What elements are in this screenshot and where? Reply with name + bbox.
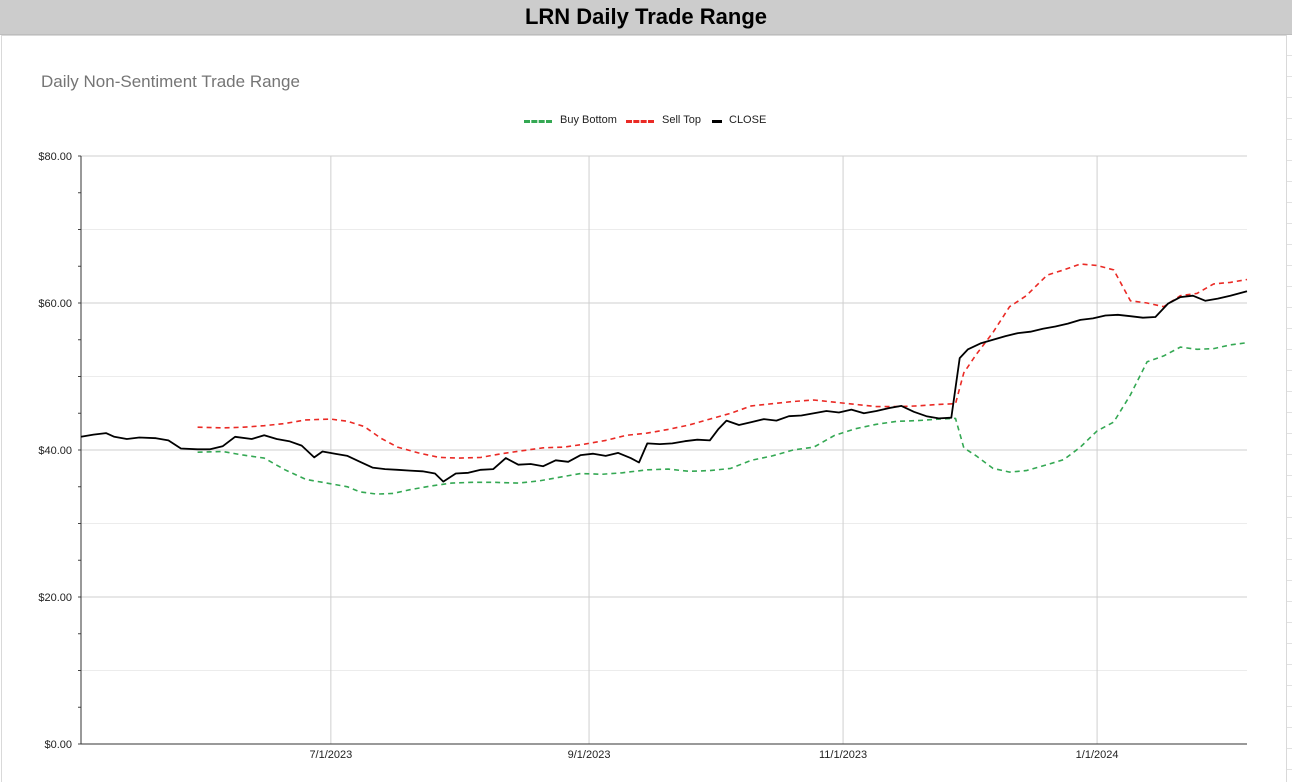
chart-frame[interactable] <box>1 35 1287 782</box>
x-tick-label: 11/1/2023 <box>819 749 867 761</box>
legend-swatch-buy-bottom <box>524 120 552 123</box>
legend-label-buy-bottom: Buy Bottom <box>560 114 617 126</box>
series-line-buy-bottom <box>197 341 1248 495</box>
legend-label-sell-top: Sell Top <box>662 114 701 126</box>
chart-title: Daily Non-Sentiment Trade Range <box>41 72 300 91</box>
legend-swatch-close <box>712 120 722 123</box>
x-tick-label: 7/1/2023 <box>309 749 352 761</box>
y-tick-label: $60.00 <box>38 298 72 310</box>
x-tick-label: 9/1/2023 <box>568 749 611 761</box>
series-line-close <box>80 290 1248 483</box>
chart-legend: Buy Bottom Sell Top CLOSE <box>0 114 1292 128</box>
y-tick-label: $20.00 <box>38 592 72 604</box>
legend-label-close: CLOSE <box>729 114 767 126</box>
y-tick-label: $0.00 <box>44 739 72 751</box>
series-line-sell-top <box>197 263 1248 459</box>
y-tick-label: $80.00 <box>38 151 72 163</box>
legend-swatch-sell-top <box>626 120 654 123</box>
banner-title: LRN Daily Trade Range <box>524 4 768 29</box>
y-tick-label: $40.00 <box>38 445 72 457</box>
x-tick-label: 1/1/2024 <box>1076 749 1119 761</box>
title-banner: LRN Daily Trade Range <box>0 0 1292 35</box>
